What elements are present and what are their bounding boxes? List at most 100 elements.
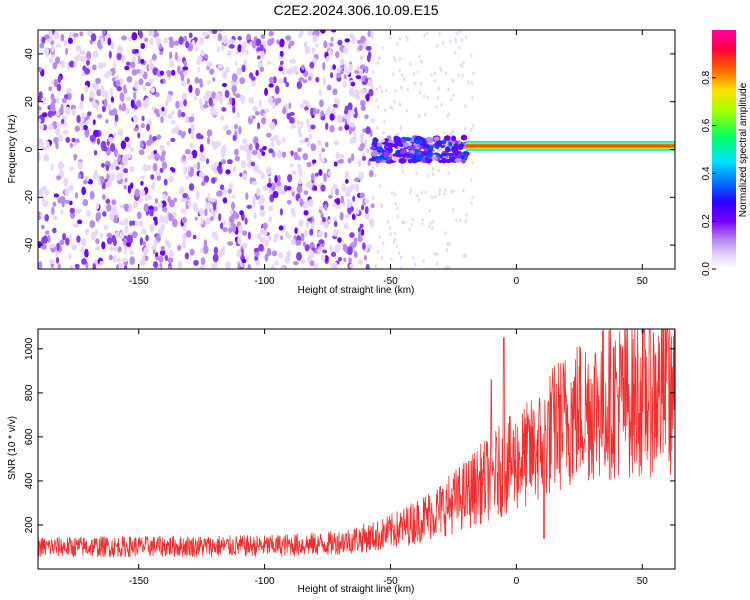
- heatmap-cell: [140, 58, 145, 64]
- heatmap-cell: [258, 243, 264, 252]
- heatmap-cell: [156, 175, 162, 181]
- heatmap-cell: [252, 164, 259, 173]
- heatmap-cell: [308, 123, 312, 133]
- heatmap-cell: [181, 240, 187, 249]
- heatmap-cell: [79, 31, 84, 37]
- x-tick-label: 50: [637, 276, 649, 287]
- heatmap-cell: [270, 136, 277, 142]
- heatmap-cell: [81, 258, 87, 265]
- heatmap-cell: [293, 151, 299, 161]
- heatmap-cell: [343, 64, 347, 73]
- heatmap-cell: [59, 239, 65, 246]
- heatmap-cell: [353, 88, 360, 97]
- heatmap-cell: [199, 36, 204, 46]
- heatmap-cell: [470, 201, 473, 206]
- heatmap-cell: [143, 246, 149, 255]
- heatmap-cell: [124, 225, 129, 234]
- heatmap-cell: [123, 184, 127, 190]
- heatmap-cell: [369, 220, 374, 228]
- y-tick-label: 0: [24, 146, 35, 152]
- heatmap-cell: [43, 154, 50, 162]
- heatmap-cell: [380, 139, 386, 143]
- heatmap-cell: [388, 35, 392, 40]
- heatmap-cell: [396, 214, 399, 218]
- heatmap-cell: [253, 212, 257, 220]
- heatmap-cell: [384, 147, 393, 152]
- heatmap-cell: [316, 108, 320, 115]
- heatmap-cell: [173, 40, 180, 46]
- heatmap-cell: [269, 194, 275, 203]
- heatmap-cell: [465, 35, 468, 40]
- heatmap-cell: [320, 212, 324, 219]
- heatmap-cell: [359, 55, 364, 60]
- heatmap-cell: [448, 266, 451, 269]
- heatmap-cell: [257, 169, 262, 175]
- heatmap-cell: [144, 37, 149, 42]
- heatmap-cell: [350, 205, 354, 213]
- heatmap-cell: [163, 178, 168, 186]
- heatmap-cell: [312, 159, 317, 164]
- heatmap-cell: [399, 255, 403, 260]
- heatmap-cell: [312, 34, 318, 43]
- heatmap-cell: [365, 45, 372, 51]
- heatmap-cell: [107, 103, 112, 112]
- heatmap-cell: [395, 244, 399, 249]
- heatmap-cell: [273, 237, 278, 243]
- heatmap-cell: [39, 42, 45, 49]
- heatmap-cell: [200, 247, 204, 253]
- heatmap-cell: [371, 150, 378, 157]
- heatmap-cell: [41, 36, 46, 44]
- heatmap-cell: [180, 197, 186, 203]
- heatmap-cell: [101, 30, 106, 35]
- heatmap-cell: [461, 158, 466, 164]
- heatmap-cell: [360, 228, 365, 236]
- heatmap-cell: [358, 231, 362, 239]
- heatmap-cell: [106, 232, 112, 238]
- heatmap-cell: [359, 132, 365, 138]
- heatmap-cell: [272, 104, 276, 110]
- heatmap-cell: [301, 259, 306, 265]
- heatmap-cell: [390, 257, 393, 261]
- heatmap-cell: [396, 42, 399, 46]
- heatmap-cell: [177, 260, 182, 269]
- heatmap-cell: [444, 135, 451, 141]
- heatmap-cell: [80, 93, 85, 102]
- heatmap-cell: [303, 41, 308, 48]
- heatmap-cell: [233, 148, 239, 156]
- heatmap-cell: [277, 174, 281, 183]
- heatmap-cell: [103, 98, 108, 108]
- heatmap-cell: [43, 235, 48, 244]
- heatmap-cell: [467, 134, 470, 138]
- heatmap-cell: [203, 54, 209, 60]
- heatmap-cell: [60, 103, 64, 111]
- heatmap-cell: [137, 132, 141, 139]
- heatmap-cell: [349, 137, 354, 144]
- heatmap-cell: [47, 234, 51, 243]
- heatmap-cell: [153, 239, 158, 247]
- heatmap-cell: [75, 44, 82, 52]
- heatmap-cell: [242, 242, 248, 249]
- heatmap-cell: [321, 217, 327, 223]
- heatmap-cell: [77, 219, 83, 225]
- heatmap-cell: [192, 202, 198, 211]
- heatmap-cell: [383, 119, 386, 124]
- heatmap-cell: [79, 119, 85, 126]
- heatmap-cell: [464, 253, 468, 258]
- heatmap-cell: [225, 169, 231, 175]
- heatmap-cell: [239, 94, 246, 102]
- heatmap-cell: [295, 240, 302, 246]
- heatmap-cell: [65, 47, 69, 56]
- heatmap-cell: [270, 141, 275, 148]
- heatmap-cell: [193, 95, 198, 101]
- heatmap-cell: [43, 189, 50, 196]
- heatmap-cell: [325, 55, 330, 63]
- heatmap-cell: [129, 256, 135, 266]
- heatmap-cell: [320, 157, 326, 164]
- heatmap-cell: [188, 127, 192, 134]
- heatmap-cell: [149, 208, 154, 217]
- heatmap-cell: [278, 225, 284, 231]
- heatmap-cell: [55, 256, 60, 264]
- y-tick-label: 200: [24, 516, 35, 533]
- heatmap-cell: [306, 140, 312, 147]
